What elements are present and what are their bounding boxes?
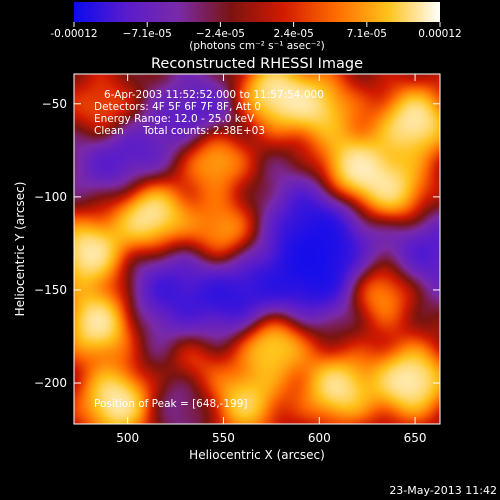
y-tick-label: −150 (34, 283, 67, 297)
heatmap-image (74, 74, 440, 424)
colorbar-unit-label: (photons cm⁻² s⁻¹ asec⁻²) (189, 40, 324, 52)
total-counts-annotation: Total counts: 2.38E+03 (142, 125, 265, 137)
y-tick-label: −200 (34, 376, 67, 390)
y-tick-label: −100 (34, 190, 67, 204)
colorbar (74, 2, 440, 22)
x-tick-label: 500 (116, 431, 139, 445)
colorbar-tick-label: −7.1e-05 (123, 28, 172, 40)
colorbar-tick-label: 0.00012 (418, 28, 461, 40)
plot-frame (73, 73, 441, 425)
time-range-annotation: 6-Apr-2003 11:52:52.000 to 11:57:54.000 (104, 89, 324, 101)
x-axis-label: Heliocentric X (arcsec) (189, 448, 325, 462)
chart-title: Reconstructed RHESSI Image (151, 56, 363, 72)
clean-annotation: Clean (94, 125, 124, 137)
colorbar-tick-label: 7.1e-05 (347, 28, 387, 40)
colorbar-ticks: -0.00012 −7.1e-05 −2.4e-05 2.4e-05 7.1e-05 0.… (50, 22, 462, 40)
x-tick-label: 600 (308, 431, 331, 445)
x-tick-label: 650 (404, 431, 427, 445)
detectors-annotation: Detectors: 4F 5F 6F 7F 8F, Att 0 (94, 101, 261, 113)
energy-range-annotation: Energy Range: 12.0 - 25.0 keV (94, 113, 255, 125)
x-tick-label: 550 (212, 431, 235, 445)
footer-date: 23-May-2013 11:42 (389, 484, 497, 497)
y-tick-label: −50 (42, 97, 67, 111)
y-axis-ticks: −50 −100 −150 −200 (34, 97, 440, 390)
colorbar-tick-label: 2.4e-05 (273, 28, 313, 40)
peak-position-annotation: Position of Peak = [648,-199] (94, 398, 248, 410)
y-axis-label: Heliocentric Y (arcsec) (13, 182, 27, 317)
colorbar-tick-label: −2.4e-05 (196, 28, 245, 40)
x-axis-ticks: 500 550 600 650 (116, 74, 427, 445)
colorbar-tick-label: -0.00012 (50, 28, 97, 40)
